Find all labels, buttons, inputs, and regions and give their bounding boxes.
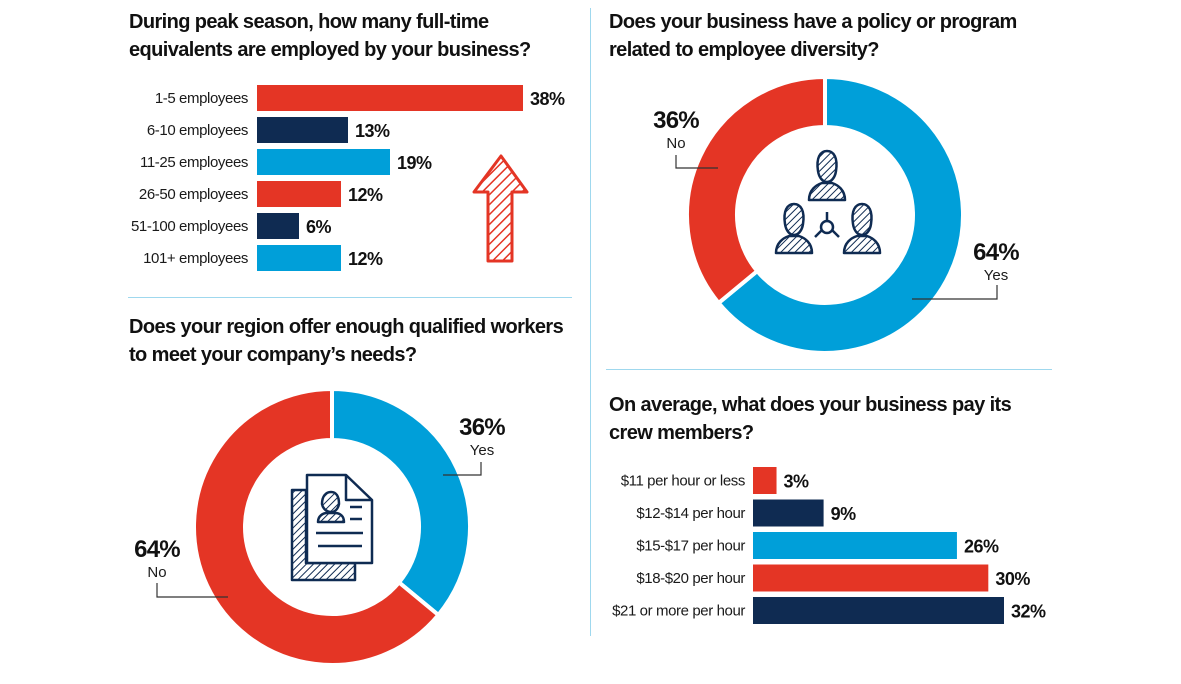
fte-bar (257, 85, 523, 111)
vertical-divider (590, 8, 591, 636)
pay-bar (753, 597, 1004, 624)
workers-title-line-1: Does your region offer enough qualified … (129, 316, 564, 338)
avatar-head-icon (320, 490, 341, 514)
pay-title-line-2: crew members? (609, 422, 754, 444)
workers-chart-title: Does your region offer enough qualified … (129, 313, 564, 369)
pay-category-label: $21 or more per hour (612, 603, 745, 620)
fte-bar-row: 11-25 employees 19% (140, 149, 433, 175)
pay-category-label: $11 per hour or less (621, 473, 745, 490)
fte-bar-row: 51-100 employees 6% (131, 213, 332, 239)
diversity-category-label: No (666, 135, 685, 152)
pay-chart-title: On average, what does your business pay … (609, 391, 1012, 447)
diversity-percent-label: 36% (653, 107, 699, 134)
pay-category-label: $18-$20 per hour (636, 570, 745, 587)
pay-category-label: $12-$14 per hour (636, 505, 745, 522)
diversity-title-line-1: Does your business have a policy or prog… (609, 11, 1017, 33)
fte-value-label: 13% (355, 121, 390, 141)
fte-title-line-1: During peak season, how many full-time (129, 11, 489, 33)
diversity-label-no: 36%No (653, 107, 718, 169)
fte-bar-row: 101+ employees 12% (143, 245, 384, 271)
pay-bar (753, 499, 824, 527)
pay-value-label: 26% (964, 537, 999, 557)
fte-category-label: 101+ employees (143, 250, 248, 267)
pay-bar (753, 564, 989, 592)
people-network-icon (774, 149, 882, 255)
workers-category-label: No (147, 564, 166, 581)
fte-value-label: 12% (348, 249, 383, 269)
diversity-chart-title: Does your business have a policy or prog… (609, 8, 1017, 64)
person-top-icon (807, 149, 847, 202)
workers-category-label: Yes (470, 442, 494, 459)
fte-value-label: 38% (530, 89, 565, 109)
workers-donut-chart: 36%Yes 64%No (134, 386, 506, 667)
fte-value-label: 6% (306, 217, 332, 237)
workers-percent-label: 64% (134, 536, 180, 563)
fte-bar-row: 26-50 employees 12% (139, 181, 384, 207)
diversity-slice-no (685, 74, 827, 306)
diversity-percent-label: 64% (973, 239, 1019, 266)
diversity-category-label: Yes (984, 267, 1008, 284)
fte-value-label: 12% (348, 185, 383, 205)
workers-leader-line (443, 462, 482, 476)
pay-bar-row: $18-$20 per hour 30% (636, 564, 1031, 592)
fte-bar (257, 245, 341, 271)
fte-title-line-2: equivalents are employed by your busines… (129, 39, 531, 61)
fte-bar (257, 181, 341, 207)
pay-value-label: 32% (1011, 602, 1046, 622)
network-hub-icon (814, 212, 840, 238)
fte-bar (257, 117, 348, 143)
person-left-icon (774, 202, 814, 255)
fte-bar (257, 213, 299, 239)
workers-label-yes: 36%Yes (443, 414, 506, 476)
workers-slice-no (192, 386, 442, 667)
pay-value-label: 9% (831, 504, 857, 524)
pay-bar (753, 532, 957, 559)
pay-title-line-1: On average, what does your business pay … (609, 394, 1012, 416)
fte-chart-title: During peak season, how many full-time e… (129, 8, 531, 64)
fte-category-label: 51-100 employees (131, 218, 248, 235)
pay-bar-row: $11 per hour or less 3% (621, 467, 810, 494)
workers-slice-yes (330, 386, 472, 618)
up-arrow-icon (472, 154, 529, 263)
fte-category-label: 11-25 employees (140, 154, 248, 171)
left-horizontal-divider (128, 297, 572, 298)
fte-bar-row: 1-5 employees 38% (155, 85, 566, 111)
fte-value-label: 19% (397, 153, 432, 173)
pay-bar-row: $21 or more per hour 32% (612, 597, 1047, 624)
diversity-leader-line (912, 285, 998, 300)
fte-category-label: 6-10 employees (147, 122, 248, 139)
avatar-body-icon (316, 511, 346, 524)
right-horizontal-divider (606, 369, 1052, 370)
pay-category-label: $15-$17 per hour (636, 538, 745, 555)
person-right-icon (842, 202, 882, 255)
pay-bar (753, 467, 777, 494)
workers-title-line-2: to meet your company’s needs? (129, 344, 417, 366)
fte-bar-chart: 1-5 employees 38% 6-10 employees 13% 11-25 e… (131, 85, 566, 271)
diversity-slice-yes (715, 74, 965, 355)
fte-category-label: 26-50 employees (139, 186, 248, 203)
fte-bar-row: 6-10 employees 13% (147, 117, 391, 143)
pay-bar-row: $12-$14 per hour 9% (636, 499, 857, 527)
pay-bar-chart: $11 per hour or less 3% $12-$14 per hour 9%… (612, 467, 1047, 624)
workers-label-no: 64%No (134, 536, 228, 598)
fte-category-label: 1-5 employees (155, 90, 248, 107)
resume-document-icon (290, 473, 374, 582)
diversity-label-yes: 64%Yes (912, 239, 1020, 300)
diversity-title-line-2: related to employee diversity? (609, 39, 879, 61)
workers-leader-line (156, 583, 228, 598)
workers-percent-label: 36% (459, 414, 505, 441)
pay-value-label: 30% (995, 569, 1030, 589)
fte-bar (257, 149, 390, 175)
diversity-donut-chart: 36%No 64%Yes (653, 74, 1020, 355)
diversity-leader-line (675, 155, 718, 169)
pay-bar-row: $15-$17 per hour 26% (636, 532, 999, 559)
pay-value-label: 3% (784, 472, 810, 492)
